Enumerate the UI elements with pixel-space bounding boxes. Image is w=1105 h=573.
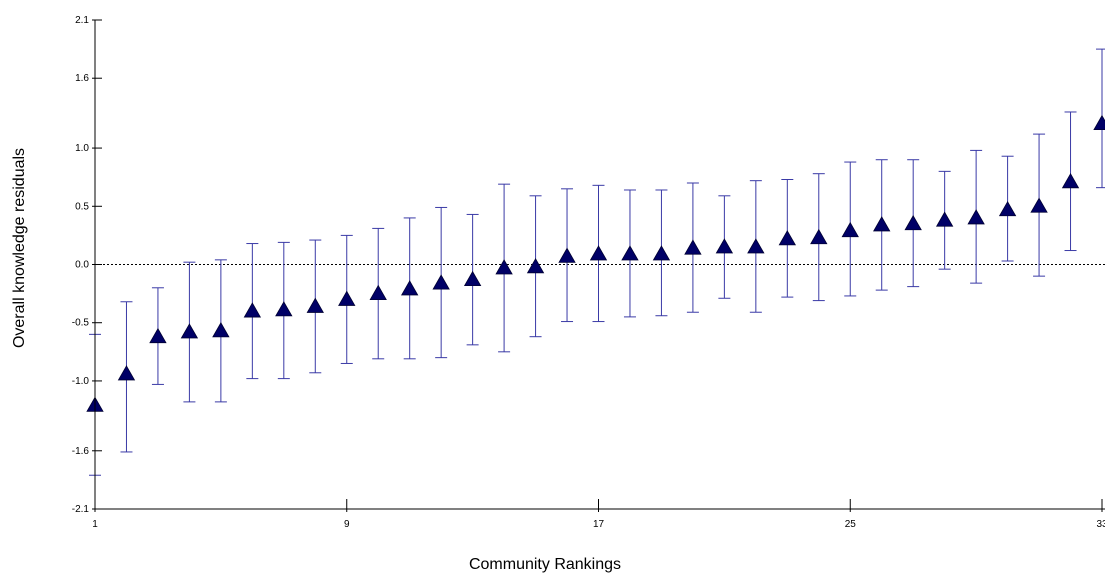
data-point xyxy=(841,221,859,238)
y-axis-title: Overall knowledge residuals xyxy=(11,148,28,348)
data-point xyxy=(369,284,387,301)
data-point xyxy=(306,297,324,313)
y-tick-label: 1.6 xyxy=(75,73,89,84)
data-point xyxy=(117,365,136,381)
data-point xyxy=(810,228,828,245)
y-tick-label: -0.5 xyxy=(72,318,90,329)
data-point xyxy=(558,247,576,263)
y-axis: -2.1 -1.6 -1.0 -0.5 0.0 0.5 1.0 1.6 2.1 xyxy=(72,15,102,515)
data-point xyxy=(275,301,293,317)
x-tick-label: 33 xyxy=(1096,519,1105,530)
y-tick-label: 2.1 xyxy=(75,15,89,26)
data-point xyxy=(463,270,482,287)
data-point xyxy=(652,245,671,261)
data-point xyxy=(243,302,262,318)
data-point xyxy=(904,214,922,231)
data-point xyxy=(212,322,230,338)
x-tick-label: 9 xyxy=(344,519,350,530)
plot-area xyxy=(86,48,1105,476)
data-point xyxy=(621,245,639,261)
data-point xyxy=(526,258,545,274)
x-axis-title: Community Rankings xyxy=(469,556,621,573)
x-axis: 1 9 17 25 33 xyxy=(92,499,1105,530)
y-tick-label: -1.0 xyxy=(72,376,90,387)
data-point xyxy=(589,245,608,261)
data-point xyxy=(778,230,797,246)
data-point xyxy=(495,259,513,275)
data-point xyxy=(998,200,1017,217)
x-tick-label: 1 xyxy=(92,519,98,530)
data-point xyxy=(400,280,419,296)
y-tick-label: -1.6 xyxy=(72,446,90,457)
data-point xyxy=(873,216,891,232)
y-tick-label: 0.0 xyxy=(75,260,89,271)
data-point xyxy=(338,290,356,306)
data-point xyxy=(432,274,450,290)
y-tick-label: 0.5 xyxy=(75,201,89,212)
data-point xyxy=(180,323,199,339)
data-point xyxy=(747,238,765,254)
data-point xyxy=(1061,173,1080,189)
y-tick-label: -2.1 xyxy=(72,504,90,515)
data-point xyxy=(684,239,702,255)
data-point xyxy=(1093,114,1105,131)
data-point xyxy=(935,211,954,227)
x-tick-label: 17 xyxy=(593,519,605,530)
x-tick-label: 25 xyxy=(845,519,857,530)
data-point xyxy=(967,209,985,225)
data-point xyxy=(715,238,734,254)
y-tick-label: 1.0 xyxy=(75,143,89,154)
data-point xyxy=(149,327,167,344)
data-point xyxy=(1030,197,1048,213)
